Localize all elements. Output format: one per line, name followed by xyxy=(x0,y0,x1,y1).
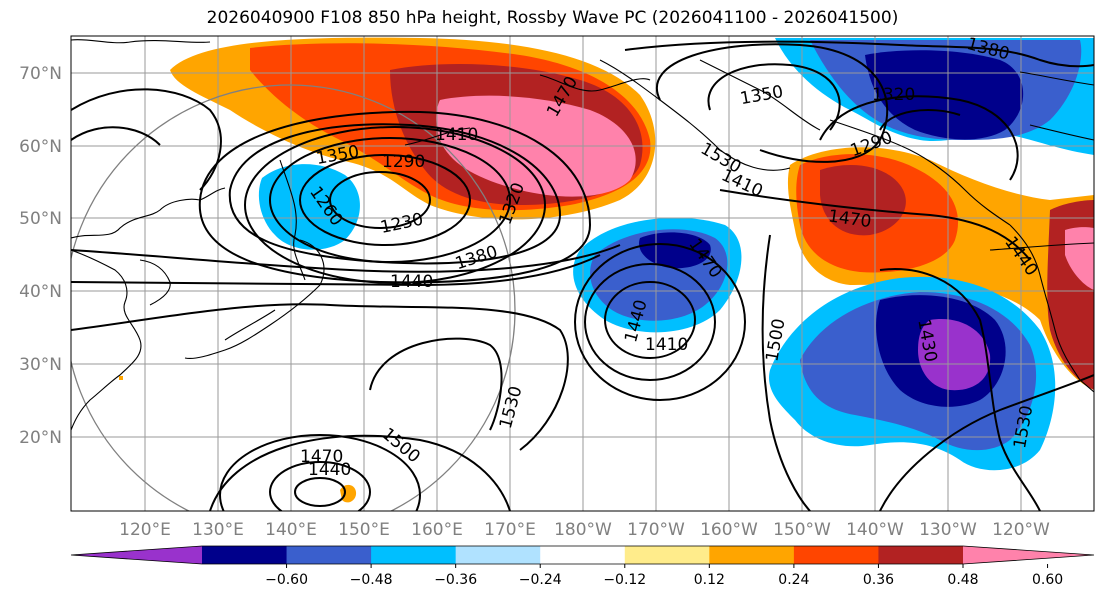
colorbar-tick-label: −0.48 xyxy=(350,572,393,588)
colorbar-segment xyxy=(709,546,795,564)
contour-label: 1440 xyxy=(308,460,351,480)
height-contours xyxy=(71,40,1094,511)
contour-label: 1470 xyxy=(300,447,343,467)
colorbar-segments xyxy=(70,545,1095,565)
colorbar-tick-label: 0.24 xyxy=(778,572,809,588)
lon-label: 120°W xyxy=(992,520,1050,540)
contour-label: 1320 xyxy=(872,85,915,105)
colorbar-segment xyxy=(371,546,457,564)
longitude-labels: 120°E 130°E 140°E 150°E 160°E 170°E 180°… xyxy=(119,520,1050,540)
colorbar-segment xyxy=(202,546,288,564)
lon-label: 130°W xyxy=(919,520,977,540)
lat-label-30n: 30°N xyxy=(19,355,62,375)
range-circle xyxy=(71,84,516,511)
lon-label: 130°E xyxy=(192,520,244,540)
latitude-labels: 70°N 60°N 50°N 40°N 30°N 20°N xyxy=(19,64,62,448)
plot-dot xyxy=(119,376,123,380)
contour-label: 1410 xyxy=(645,335,688,355)
lon-label: 150°E xyxy=(338,520,390,540)
colorbar-tick-label: −0.12 xyxy=(603,572,646,588)
lon-label: 140°E xyxy=(265,520,317,540)
lat-label-40n: 40°N xyxy=(19,282,62,302)
colorbar-tick-label: 0.60 xyxy=(1032,572,1063,588)
contour-label: 1410 xyxy=(435,125,478,145)
lon-label: 120°E xyxy=(119,520,171,540)
negative-anomaly-east-core3 xyxy=(918,319,991,391)
colorbar-extend-high xyxy=(963,546,1094,564)
colorbar-segment xyxy=(878,546,964,564)
contour-label: 1440 xyxy=(390,272,433,292)
lat-label-70n: 70°N xyxy=(19,64,62,84)
lon-label: 180°W xyxy=(554,520,612,540)
colorbar-segment xyxy=(793,546,879,564)
lon-label: 170°E xyxy=(484,520,536,540)
coastlines xyxy=(71,39,1094,431)
colorbar-tick-label: −0.60 xyxy=(265,572,308,588)
lon-label: 160°W xyxy=(700,520,758,540)
lat-label-20n: 20°N xyxy=(19,428,62,448)
colorbar-tick-label: −0.24 xyxy=(519,572,562,588)
lat-label-50n: 50°N xyxy=(19,209,62,229)
contour-label: 1290 xyxy=(382,152,425,172)
plot-frame xyxy=(70,35,1095,512)
colorbar-ticks: −0.60 −0.48 −0.36 −0.24 −0.12 0.12 0.24 0.36 0.4… xyxy=(265,564,1063,588)
colorbar: −0.60 −0.48 −0.36 −0.24 −0.12 0.12 0.24 0.36 0.4… xyxy=(70,545,1095,588)
lon-label: 170°W xyxy=(627,520,685,540)
colorbar-outline xyxy=(70,545,1095,565)
colorbar-segment xyxy=(286,546,372,564)
lon-label: 160°E xyxy=(411,520,463,540)
lon-label: 140°W xyxy=(846,520,904,540)
lon-label: 150°W xyxy=(773,520,831,540)
lat-label-60n: 60°N xyxy=(19,137,62,157)
colorbar-tick-label: 0.48 xyxy=(947,572,978,588)
colorbar-tick-label: −0.36 xyxy=(434,572,477,588)
colorbar-extend-low xyxy=(71,546,202,564)
negative-anomaly-central-core2 xyxy=(639,232,711,269)
colorbar-segment xyxy=(540,546,626,564)
colorbar-tick-label: 0.36 xyxy=(863,572,894,588)
colorbar-segment xyxy=(624,546,710,564)
colorbar-tick-label: 0.12 xyxy=(694,572,725,588)
colorbar-segment xyxy=(455,546,541,564)
map-title: 2026040900 F108 850 hPa height, Rossby W… xyxy=(206,8,899,28)
plot-area: 1380 1350 1320 1290 1470 1410 1350 1290 … xyxy=(71,36,1094,511)
